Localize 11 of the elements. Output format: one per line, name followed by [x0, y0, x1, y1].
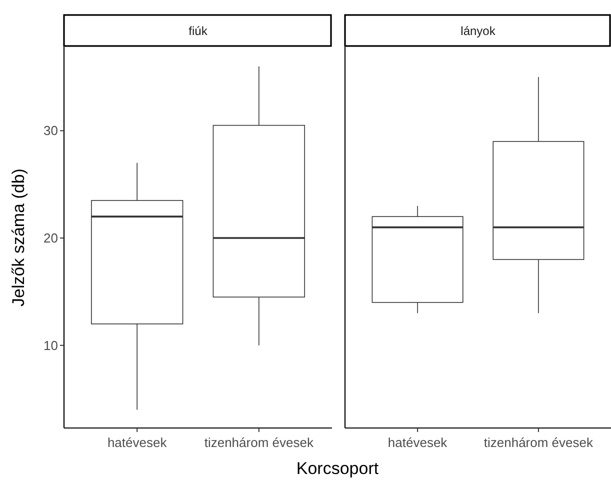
x-axis-title: Korcsoport	[296, 459, 379, 478]
y-axis-title: Jelzők száma (db)	[9, 168, 28, 306]
y-tick-label: 10	[44, 338, 58, 353]
x-tick-label: tizenhárom évesek	[204, 435, 314, 450]
x-tick-label: tizenhárom évesek	[484, 435, 594, 450]
x-tick-label: hatévesek	[388, 435, 448, 450]
y-tick-label: 30	[44, 123, 58, 138]
y-tick-label: 20	[44, 230, 58, 246]
x-tick-label: hatévesek	[107, 435, 168, 450]
chart-title: fiúk	[188, 24, 208, 38]
chart-title: lányok	[460, 24, 496, 38]
